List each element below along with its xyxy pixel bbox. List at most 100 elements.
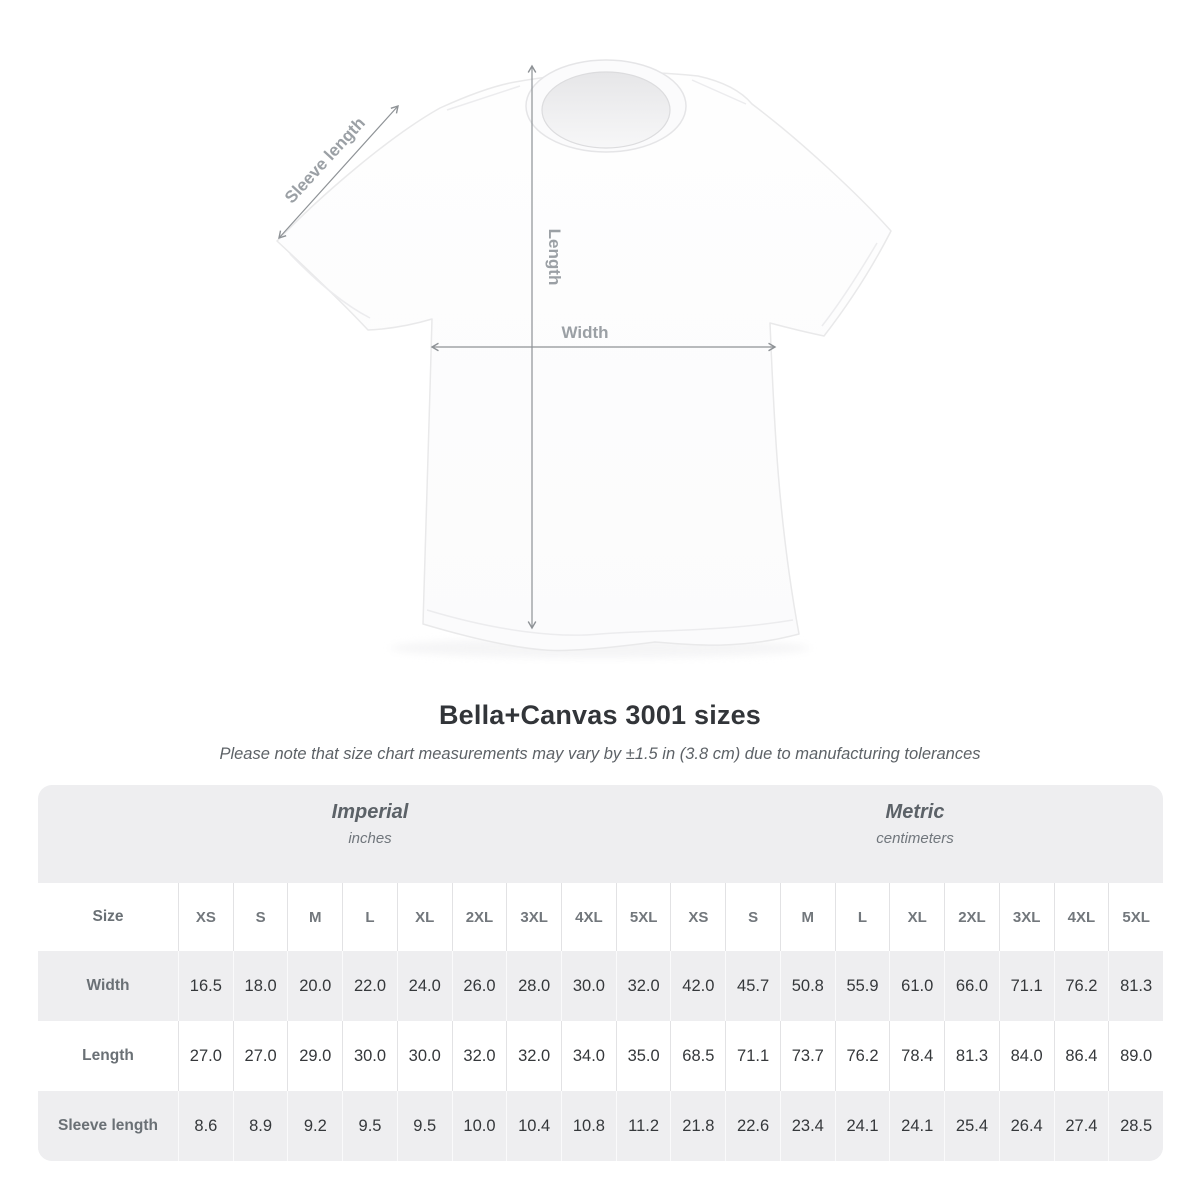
sleeve-length-arrow (278, 104, 399, 240)
length-value-cell: 86.4 (1053, 1021, 1109, 1091)
width-value-cell: 18.0 (232, 951, 288, 1021)
size-column-header: M (779, 883, 835, 951)
width-value-cell: 61.0 (889, 951, 944, 1021)
length-value-cell: 71.1 (725, 1021, 780, 1091)
size-row-label: Size (92, 908, 124, 925)
length-value-cell: 68.5 (670, 1021, 725, 1091)
sleeve-value-cell: 10.8 (561, 1091, 616, 1161)
length-measure-label: Length (545, 229, 564, 286)
sleeve-value-cell: 25.4 (944, 1091, 999, 1161)
length-value-cell: 76.2 (834, 1021, 890, 1091)
page-subtitle: Please note that size chart measurements… (219, 745, 981, 763)
size-chart-table: Imperial inches Metric centimeters Size … (38, 785, 1163, 1161)
sleeve-value-cell: 24.1 (834, 1091, 890, 1161)
sleeve-value-cell: 23.4 (779, 1091, 835, 1161)
sleeve-value-cell: 8.9 (232, 1091, 288, 1161)
sleeve-value-cell: 24.1 (889, 1091, 944, 1161)
length-value-cell: 35.0 (615, 1021, 671, 1091)
width-value-cell: 66.0 (944, 951, 999, 1021)
size-column-header: 3XL (998, 883, 1054, 951)
sleeve-value-cell: 26.4 (998, 1091, 1054, 1161)
sleeve-value-cell: 10.4 (506, 1091, 561, 1161)
length-value-cell: 27.0 (178, 1021, 233, 1091)
size-column-header: XS (178, 883, 233, 951)
measurement-arrows (278, 64, 777, 630)
width-value-cell: 20.0 (287, 951, 342, 1021)
tshirt-measurement-diagram: Width Length Sleeve length (276, 59, 892, 658)
width-value-cell: 30.0 (561, 951, 616, 1021)
width-value-cell: 32.0 (615, 951, 671, 1021)
size-column-header: S (232, 883, 288, 951)
width-value-cell: 81.3 (1108, 951, 1163, 1021)
sleeve-value-cell: 28.5 (1108, 1091, 1163, 1161)
width-value-cell: 45.7 (725, 951, 780, 1021)
width-row-label: Width (86, 977, 130, 994)
sleeve-length-row: Sleeve length 8.6 8.9 9.2 9.5 9.5 10.0 10.4 10.… (38, 1091, 1163, 1161)
tshirt-illustration (276, 59, 892, 652)
sleeve-value-cell: 22.6 (725, 1091, 780, 1161)
sleeve-value-cell: 9.2 (287, 1091, 342, 1161)
size-column-header: 5XL (615, 883, 671, 951)
size-column-header: 4XL (561, 883, 616, 951)
length-value-cell: 30.0 (342, 1021, 397, 1091)
size-column-header: 2XL (944, 883, 999, 951)
size-column-header: 2XL (451, 883, 507, 951)
size-header-row: Size XS S M L XL 2XL 3XL 4XL 5XL XS S M L XL 2XL 3XL 4XL… (38, 883, 1163, 951)
length-value-cell: 32.0 (506, 1021, 561, 1091)
length-row-label: Length (82, 1047, 134, 1064)
metric-title: Metric (885, 801, 945, 823)
metric-header: Metric centimeters (876, 801, 954, 847)
size-column-header: 5XL (1108, 883, 1163, 951)
imperial-header: Imperial inches (332, 801, 409, 847)
imperial-unit: inches (348, 830, 392, 847)
sleeve-value-cell: 9.5 (342, 1091, 397, 1161)
size-column-header: XL (889, 883, 944, 951)
size-column-header: L (834, 883, 890, 951)
sleeve-value-cell: 27.4 (1053, 1091, 1109, 1161)
size-column-header: 4XL (1053, 883, 1109, 951)
width-row: Width 16.5 18.0 20.0 22.0 24.0 26.0 28.0 30.0 32… (38, 951, 1163, 1021)
width-value-cell: 22.0 (342, 951, 397, 1021)
length-value-cell: 29.0 (287, 1021, 342, 1091)
sleeve-length-row-label: Sleeve length (58, 1117, 158, 1134)
width-value-cell: 42.0 (670, 951, 725, 1021)
sleeve-value-cell: 10.0 (451, 1091, 507, 1161)
tshirt-diagram-svg: Width Length Sleeve length (276, 59, 892, 658)
width-value-cell: 71.1 (998, 951, 1054, 1021)
collar-opening (541, 71, 671, 149)
length-row: Length 27.0 27.0 29.0 30.0 30.0 32.0 32.0 34.0 3… (38, 1021, 1163, 1091)
sleeve-value-cell: 11.2 (615, 1091, 671, 1161)
length-value-cell: 32.0 (451, 1021, 507, 1091)
length-value-cell: 27.0 (232, 1021, 288, 1091)
imperial-title: Imperial (331, 801, 409, 823)
units-header-band: Imperial inches Metric centimeters (38, 785, 1163, 883)
width-value-cell: 55.9 (834, 951, 890, 1021)
seam-lines (289, 79, 878, 636)
width-value-cell: 16.5 (178, 951, 233, 1021)
size-column-header: XL (396, 883, 452, 951)
size-column-header: XS (670, 883, 725, 951)
sleeve-value-cell: 9.5 (396, 1091, 452, 1161)
length-value-cell: 78.4 (889, 1021, 944, 1091)
length-value-cell: 84.0 (998, 1021, 1054, 1091)
size-column-header: M (287, 883, 342, 951)
sleeve-value-cell: 8.6 (178, 1091, 233, 1161)
sleeve-value-cell: 21.8 (670, 1091, 725, 1161)
length-value-cell: 30.0 (396, 1021, 452, 1091)
width-value-cell: 26.0 (451, 951, 507, 1021)
width-value-cell: 24.0 (396, 951, 452, 1021)
metric-unit: centimeters (876, 830, 954, 847)
width-value-cell: 50.8 (779, 951, 835, 1021)
length-value-cell: 81.3 (944, 1021, 999, 1091)
width-value-cell: 76.2 (1053, 951, 1109, 1021)
length-value-cell: 89.0 (1108, 1021, 1163, 1091)
size-column-header: S (725, 883, 780, 951)
length-value-cell: 34.0 (561, 1021, 616, 1091)
width-measure-label: Width (561, 323, 608, 342)
size-column-header: L (342, 883, 397, 951)
width-value-cell: 28.0 (506, 951, 561, 1021)
size-column-header: 3XL (506, 883, 561, 951)
length-value-cell: 73.7 (779, 1021, 835, 1091)
page-title: Bella+Canvas 3001 sizes (438, 700, 762, 730)
